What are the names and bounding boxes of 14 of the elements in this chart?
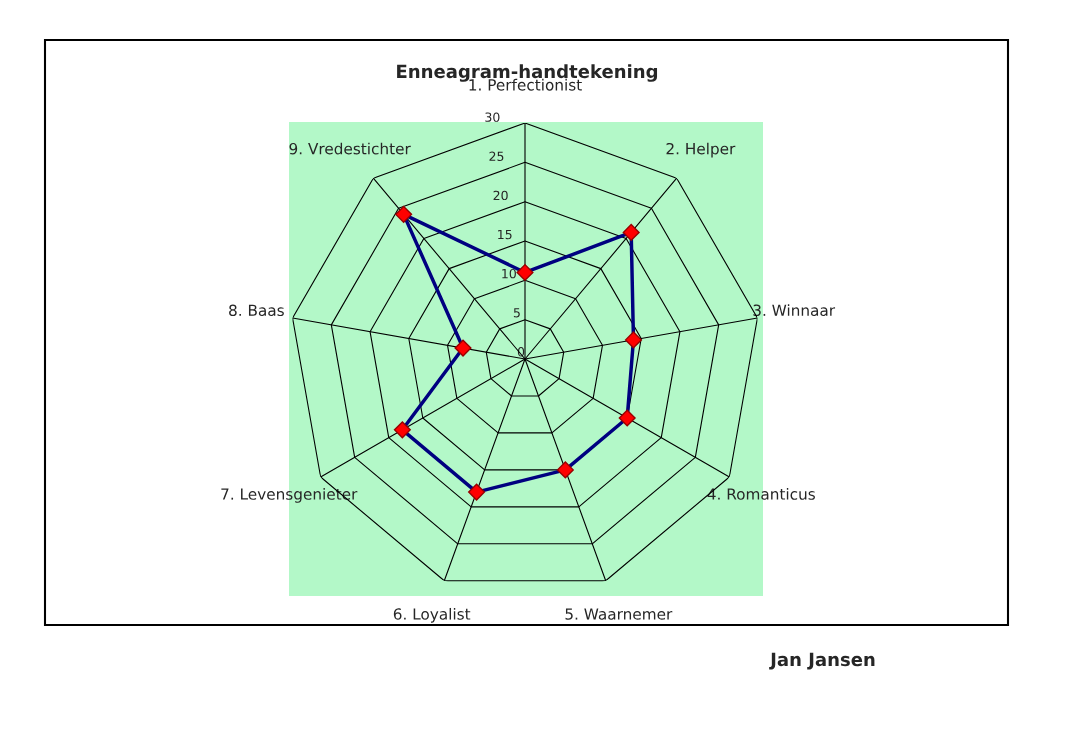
spoke-label: 8. Baas: [229, 304, 284, 317]
y-tick-label: 30: [485, 112, 500, 122]
y-tick-label: 10: [502, 268, 516, 279]
y-tick-label: 5: [513, 308, 520, 318]
y-tick-label: 15: [498, 229, 512, 240]
y-tick-label: 20: [493, 190, 508, 201]
y-tick-label: 25: [489, 151, 504, 161]
spoke-label: 9. Vredestichter: [289, 142, 411, 155]
spoke-label: 2. Helper: [666, 142, 736, 158]
spoke-label: 5. Waarnemer: [565, 608, 673, 620]
text: Jan Jansen: [769, 652, 875, 670]
spoke-label: 3. Winnaar: [753, 304, 836, 317]
spoke-label: 4. Romanticus: [707, 488, 815, 500]
spoke-label: 6. Loyalist: [393, 607, 471, 623]
